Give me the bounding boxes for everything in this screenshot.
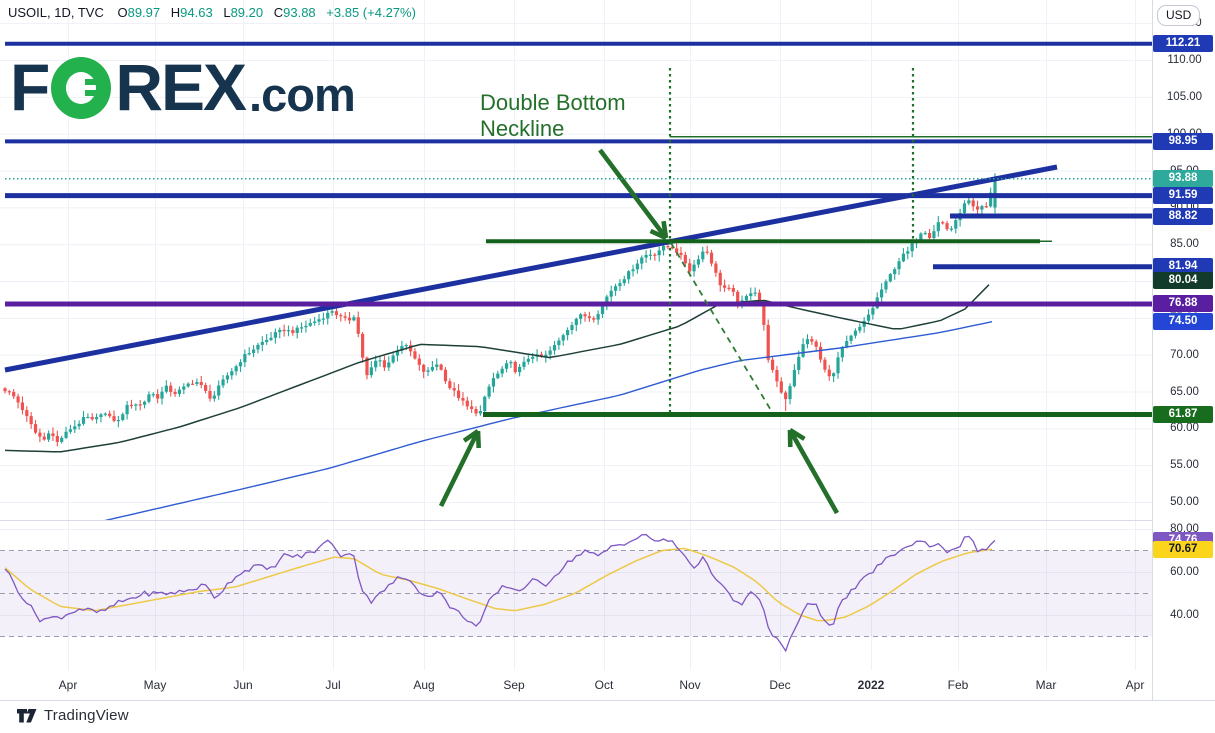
annotation-line-2: Neckline — [480, 116, 565, 141]
time-axis-month-label: Sep — [503, 678, 525, 692]
high-label: H — [170, 5, 181, 20]
forex-logo-rex: REX — [115, 50, 247, 124]
price-tick-label: 60.00 — [1170, 422, 1199, 435]
time-axis-month-label: Aug — [413, 678, 435, 692]
time-axis-month-label: Apr — [1125, 678, 1145, 692]
symbol-title: USOIL, 1D, TVC — [8, 5, 104, 20]
close-label: C — [273, 5, 284, 20]
rsi-tick-label: 60.00 — [1170, 566, 1199, 578]
time-axis-month-label: Jun — [233, 678, 253, 692]
forex-logo-f: F — [10, 50, 50, 124]
rsi-tick-label: 40.00 — [1170, 609, 1199, 621]
annotation-line-1: Double Bottom — [480, 90, 626, 115]
price-label-badge: 112.21 — [1153, 35, 1213, 53]
price-label-badge: 70.67 — [1153, 540, 1213, 558]
time-axis-month-label: Oct — [594, 678, 614, 692]
price-axis[interactable]: 115.00110.00105.00100.0095.0090.0085.008… — [1152, 0, 1215, 700]
forex-logo-dotcom: .com — [249, 67, 356, 121]
price-label-badge: 88.82 — [1153, 207, 1213, 225]
price-label-badge: 74.50 — [1153, 313, 1213, 331]
arrows-layer — [438, 148, 840, 515]
low-label: L — [223, 5, 231, 20]
price-tick-label: 55.00 — [1170, 459, 1199, 472]
price-label-badge: 76.88 — [1153, 295, 1213, 313]
price-label-badge: 91.59 — [1153, 187, 1213, 205]
price-label-badge: 81.94 — [1153, 258, 1213, 276]
price-tick-label: 105.00 — [1166, 90, 1203, 103]
open-label: O — [117, 5, 128, 20]
candles-layer — [3, 173, 997, 447]
price-tick-label: 70.00 — [1170, 348, 1199, 361]
price-label-badge: 61.87 — [1153, 406, 1213, 424]
low-value: 89.20 — [230, 5, 264, 20]
tradingview-glyph-icon — [17, 709, 37, 723]
price-label-badge: 93.88 — [1153, 170, 1213, 188]
price-tick-label: 50.00 — [1170, 496, 1199, 508]
time-axis-month-label: May — [143, 678, 167, 692]
change-value: +3.85 (+4.27%) — [326, 5, 416, 20]
price-tick-label: 85.00 — [1170, 238, 1199, 251]
time-axis-month-label: Mar — [1035, 678, 1057, 692]
currency-usd-button[interactable]: USD — [1157, 5, 1201, 26]
ohlc-header: USOIL, 1D, TVC O89.97 H94.63 L89.20 C93.… — [8, 5, 416, 20]
moving-averages-layer — [4, 284, 993, 520]
tradingview-label: TradingView — [44, 707, 129, 724]
double-bottom-annotation: Double Bottom Neckline — [480, 90, 626, 142]
time-axis[interactable]: Apr May Jun Jul Aug Sep Oct Nov Dec 2022 Feb Mar Apr — [0, 670, 1215, 700]
time-axis-month-label: Apr — [58, 678, 78, 692]
price-label-badge: 98.95 — [1153, 132, 1213, 150]
time-axis-month-label: Jul — [325, 678, 341, 692]
time-axis-month-label: Dec — [769, 678, 791, 692]
price-tick-label: 110.00 — [1167, 54, 1202, 66]
open-value: 89.97 — [127, 5, 161, 20]
time-axis-month-label: Nov — [679, 678, 701, 692]
high-value: 94.63 — [180, 5, 213, 20]
close-value: 93.88 — [283, 5, 316, 20]
price-label-badge: 80.04 — [1153, 272, 1213, 290]
annotation-lines-layer — [668, 68, 915, 415]
grid-layer — [0, 0, 1152, 670]
forex-logo-o-icon — [51, 57, 112, 119]
price-tick-label: 65.00 — [1170, 385, 1199, 398]
time-axis-month-label: Feb — [947, 678, 969, 692]
rsi-lines-layer — [4, 533, 996, 653]
tradingview-logo[interactable]: TradingView — [16, 707, 129, 724]
level-lines-layer — [4, 41, 1152, 418]
time-axis-month-label: 2022 — [857, 678, 885, 692]
forex-com-logo: F REX .com — [10, 48, 356, 126]
